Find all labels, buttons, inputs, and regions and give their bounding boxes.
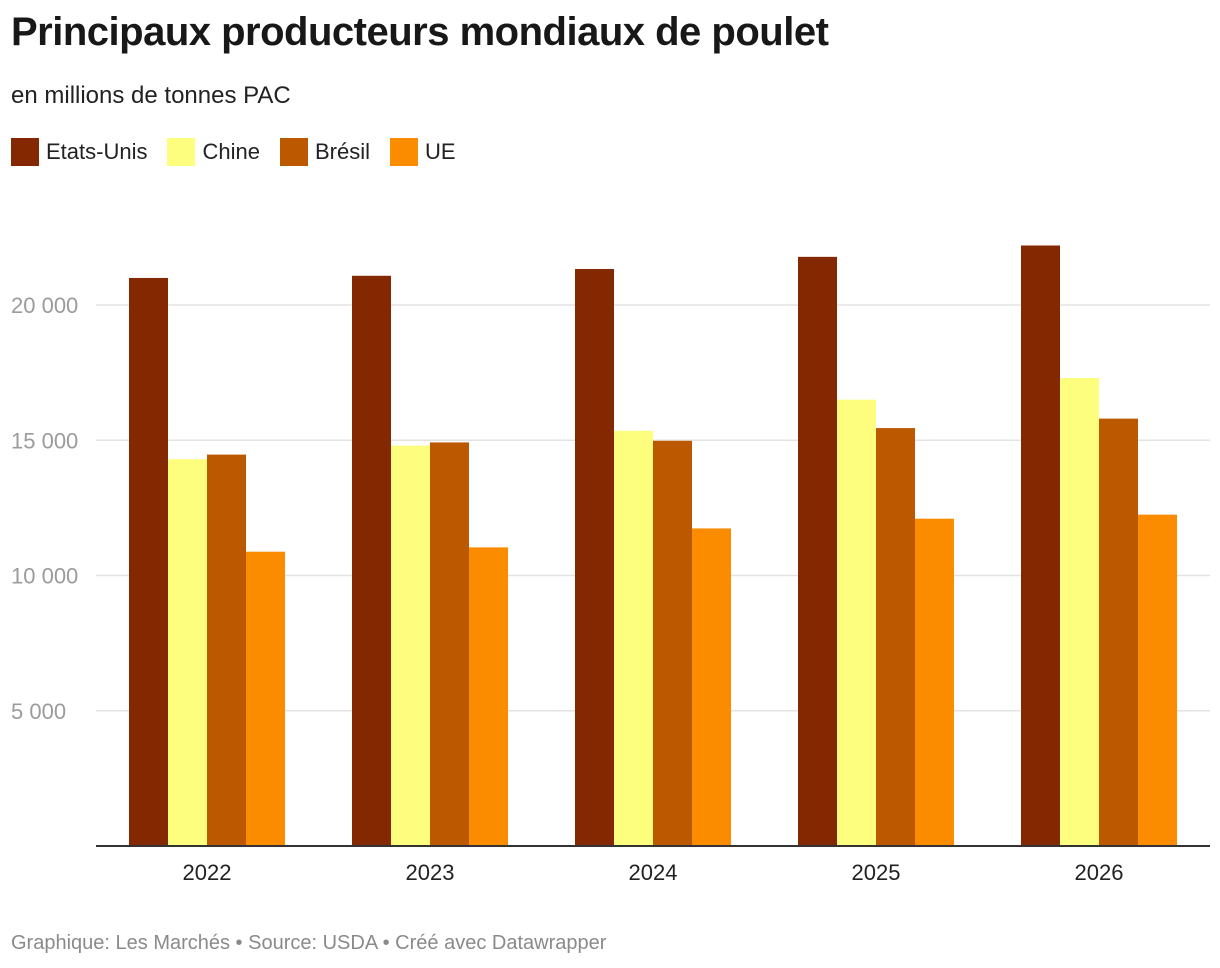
y-tick-label: 10 000 — [11, 564, 78, 589]
chart-title: Principaux producteurs mondiaux de poule… — [11, 10, 829, 54]
legend-swatch — [11, 138, 39, 166]
bar — [246, 551, 285, 846]
legend-label: UE — [424, 139, 456, 164]
legend-swatch — [389, 138, 418, 166]
bar — [391, 445, 430, 846]
bar — [798, 256, 837, 846]
bar — [207, 454, 246, 846]
chart-subtitle: en millions de tonnes PAC — [11, 82, 291, 109]
bar — [575, 269, 614, 846]
legend-item-ue: UE — [389, 138, 456, 166]
bar — [469, 547, 508, 846]
bar — [876, 428, 915, 846]
x-tick-label: 2024 — [629, 860, 678, 885]
legend-label: Etats-Unis — [46, 139, 148, 164]
legend: Etats-Unis Chine Brésil UE — [11, 138, 476, 166]
bar — [1021, 245, 1060, 847]
bar — [1138, 514, 1177, 846]
legend-label: Brésil — [314, 139, 370, 164]
bar — [614, 430, 653, 846]
bar — [1060, 378, 1099, 846]
bar — [430, 442, 469, 846]
bar — [653, 440, 692, 846]
legend-swatch — [279, 138, 308, 166]
bar — [692, 528, 731, 846]
legend-label: Chine — [202, 139, 260, 164]
bar — [129, 277, 168, 846]
bar — [837, 399, 876, 846]
x-tick-label: 2025 — [852, 860, 901, 885]
legend-swatch — [167, 138, 196, 166]
x-tick-label: 2022 — [183, 860, 232, 885]
chart-footer: Graphique: Les Marchés • Source: USDA • … — [11, 932, 607, 954]
y-tick-label: 15 000 — [11, 428, 78, 453]
x-tick-label: 2026 — [1075, 860, 1124, 885]
bar — [168, 459, 207, 846]
legend-item-etats-unis: Etats-Unis — [11, 138, 147, 166]
x-tick-label: 2023 — [406, 860, 455, 885]
y-tick-label: 20 000 — [11, 293, 78, 318]
bar — [1099, 418, 1138, 846]
y-tick-label: 5 000 — [11, 699, 66, 724]
bar — [352, 275, 391, 846]
bar — [915, 518, 954, 846]
legend-item-bresil: Brésil — [279, 138, 370, 166]
legend-item-chine: Chine — [167, 138, 260, 166]
